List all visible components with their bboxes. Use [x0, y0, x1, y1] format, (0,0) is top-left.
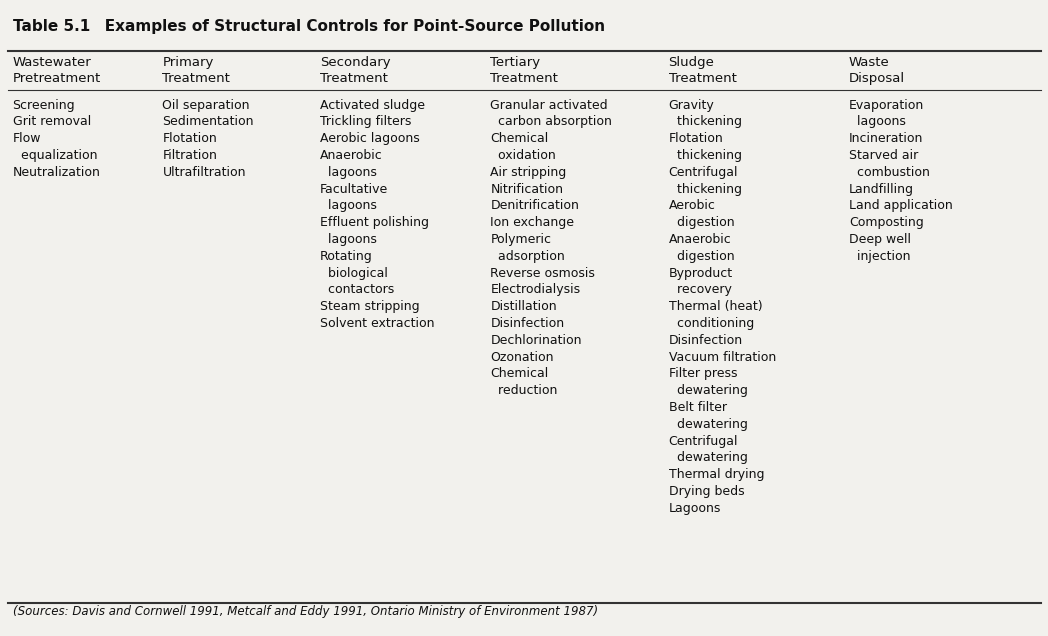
Text: Evaporation
  lagoons
Incineration
Starved air
  combustion
Landfilling
Land app: Evaporation lagoons Incineration Starved… [849, 99, 953, 263]
Text: Gravity
  thickening
Flotation
  thickening
Centrifugal
  thickening
Aerobic
  d: Gravity thickening Flotation thickening … [669, 99, 776, 515]
Text: Activated sludge
Trickling filters
Aerobic lagoons
Anaerobic
  lagoons
Facultati: Activated sludge Trickling filters Aerob… [320, 99, 434, 330]
Text: Waste
Disposal: Waste Disposal [849, 56, 905, 85]
Text: Screening
Grit removal
Flow
  equalization
Neutralization: Screening Grit removal Flow equalization… [13, 99, 101, 179]
Text: Secondary
Treatment: Secondary Treatment [320, 56, 390, 85]
Text: Examples of Structural Controls for Point-Source Pollution: Examples of Structural Controls for Poin… [89, 19, 605, 34]
Text: Oil separation
Sedimentation
Flotation
Filtration
Ultrafiltration: Oil separation Sedimentation Flotation F… [162, 99, 254, 179]
Text: Table 5.1: Table 5.1 [13, 19, 90, 34]
Text: Sludge
Treatment: Sludge Treatment [669, 56, 737, 85]
Text: Tertiary
Treatment: Tertiary Treatment [490, 56, 559, 85]
Text: (Sources: Davis and Cornwell 1991, Metcalf and Eddy 1991, Ontario Ministry of En: (Sources: Davis and Cornwell 1991, Metca… [13, 605, 597, 618]
Text: Wastewater
Pretreatment: Wastewater Pretreatment [13, 56, 101, 85]
Text: Granular activated
  carbon absorption
Chemical
  oxidation
Air stripping
Nitrif: Granular activated carbon absorption Che… [490, 99, 612, 397]
Text: Primary
Treatment: Primary Treatment [162, 56, 231, 85]
